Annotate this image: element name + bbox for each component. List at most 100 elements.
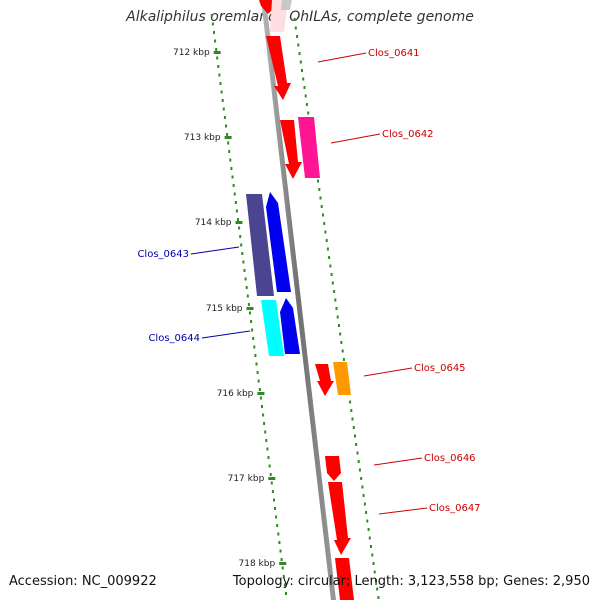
- ruler-dot: [245, 286, 248, 289]
- ruler-dot: [249, 311, 251, 315]
- ruler-dot: [219, 82, 222, 85]
- guide-dot: [357, 460, 360, 463]
- gene-arrow-clos-0647[interactable]: [328, 482, 351, 555]
- ruler-dot: [229, 158, 232, 162]
- kbp-ruler-labels: 712 kbp 713 kbp 714 kbp 715 kbp 716 kbp 717 k…: [173, 48, 275, 569]
- gene-arrow-blue-near-clos-0644[interactable]: [280, 298, 300, 354]
- gene-block-clos-0644[interactable]: [261, 300, 284, 356]
- guide-dot: [339, 332, 342, 336]
- ruler-tick: [213, 51, 221, 54]
- ruler-dot: [274, 507, 276, 510]
- ruler-dot: [223, 116, 226, 119]
- gene-label-clos-0641[interactable]: Clos_0641: [368, 48, 420, 59]
- ruler-dot: [276, 524, 279, 527]
- genome-details-text: Topology: circular; Length: 3,123,558 bp…: [232, 574, 590, 589]
- ruler-dot: [267, 456, 270, 459]
- ruler-tick: [224, 136, 232, 139]
- gene-arrow-red-near-clos-0642[interactable]: [280, 120, 302, 179]
- connector-clos-0641: [317, 52, 367, 63]
- guide-dot: [333, 290, 336, 293]
- ruler-dot: [257, 379, 260, 383]
- ruler-tick-label: 718 kbp: [239, 559, 276, 569]
- guide-dot: [318, 188, 321, 191]
- gene-arrow-partial-top-red[interactable]: [259, 0, 276, 14]
- ruler-dot: [231, 175, 234, 179]
- ruler-tick: [246, 307, 254, 310]
- guide-dot: [362, 494, 365, 497]
- ruler-tick-label: 715 kbp: [206, 304, 243, 314]
- ruler-dot: [217, 65, 220, 68]
- ruler-tick-label: 714 kbp: [195, 218, 232, 228]
- ruler-dot: [263, 422, 266, 425]
- ruler-dot: [227, 141, 230, 145]
- guide-dot: [375, 579, 377, 582]
- ruler-dot: [266, 447, 269, 451]
- gene-label-clos-0645[interactable]: Clos_0645: [414, 363, 466, 374]
- ruler-dot: [254, 354, 257, 357]
- gene-arrow-clos-0642[interactable]: [298, 117, 320, 178]
- gene-arrow-clos-0646[interactable]: [325, 456, 341, 481]
- guide-dot: [366, 519, 369, 523]
- gene-arrow-clos-0641[interactable]: [266, 36, 291, 100]
- guide-dot: [328, 256, 331, 259]
- connector-clos-0646: [373, 457, 423, 466]
- guide-dot: [361, 485, 364, 489]
- guide-dot: [352, 426, 355, 429]
- gene-label-clos-0646[interactable]: Clos_0646: [424, 453, 476, 464]
- ruler-dot: [244, 277, 247, 281]
- ruler-dot: [211, 22, 214, 26]
- gene-label-clos-0643[interactable]: Clos_0643: [137, 249, 189, 260]
- guide-dot: [340, 341, 343, 344]
- ruler-dot: [270, 481, 273, 485]
- guide-dot: [354, 434, 356, 438]
- ruler-tick-label: 717 kbp: [228, 474, 265, 484]
- gene-arrow-blue-near-clos-0643[interactable]: [266, 192, 291, 292]
- ruler-dot: [281, 566, 284, 570]
- guide-dot: [336, 315, 339, 319]
- gene-label-clos-0644[interactable]: Clos_0644: [148, 333, 200, 344]
- gene-arrow-clos-0645[interactable]: [333, 362, 351, 395]
- ruler-dot: [250, 320, 253, 323]
- ruler-dot: [240, 243, 243, 247]
- guide-dot: [368, 536, 371, 540]
- ruler-dot: [226, 133, 229, 136]
- ruler-dot: [285, 592, 287, 595]
- ruler-dot: [218, 73, 221, 77]
- ruler-dot: [268, 464, 271, 468]
- ruler-dot: [241, 252, 244, 255]
- ruler-dot: [237, 218, 239, 221]
- guide-dot: [377, 596, 380, 599]
- ruler-dot: [238, 226, 241, 230]
- gene-label-clos-0647[interactable]: Clos_0647: [429, 503, 481, 514]
- guide-dot: [356, 451, 359, 455]
- guide-dot: [342, 358, 345, 361]
- gene-features: [246, 0, 354, 600]
- gene-block-clos-0643[interactable]: [246, 194, 274, 296]
- connector-clos-0642: [330, 133, 381, 144]
- gene-arrow-partial-bottom-red[interactable]: [335, 558, 354, 600]
- guide-dot: [304, 94, 307, 98]
- right-guide-dots: [293, 18, 380, 599]
- guide-dot: [351, 417, 354, 421]
- gene-label-clos-0642[interactable]: Clos_0642: [382, 129, 434, 140]
- ruler-dot: [261, 405, 263, 408]
- ruler-dot: [232, 184, 235, 187]
- gene-block-partial-top-grey[interactable]: [281, 0, 292, 10]
- guide-dot: [371, 553, 374, 557]
- guide-dot: [302, 77, 305, 81]
- guide-dot: [350, 409, 353, 412]
- ruler-dot: [246, 294, 249, 298]
- ruler-dot: [264, 430, 267, 434]
- guide-dot: [307, 111, 310, 115]
- ruler-dot: [279, 549, 282, 553]
- ruler-dot: [220, 90, 223, 94]
- guide-dot: [334, 298, 337, 302]
- ruler-dot: [259, 396, 262, 400]
- ruler-dot: [278, 541, 281, 544]
- guide-dot: [323, 222, 326, 225]
- ruler-dot: [269, 473, 272, 476]
- ruler-tick: [268, 477, 276, 480]
- ruler-dot: [214, 39, 217, 43]
- gene-arrow-red-near-clos-0645[interactable]: [315, 364, 334, 396]
